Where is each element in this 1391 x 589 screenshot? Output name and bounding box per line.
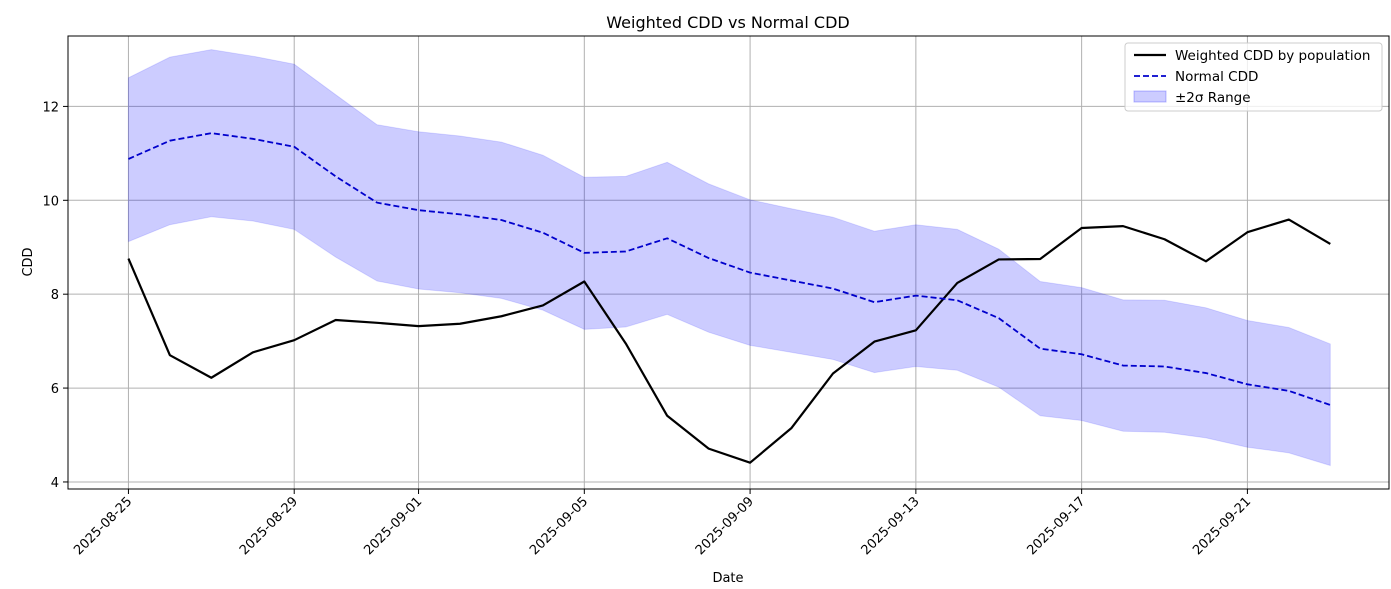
legend-label-normal: Normal CDD	[1175, 69, 1258, 85]
x-tick-label: 2025-09-09	[693, 494, 757, 558]
x-tick-label: 2025-08-25	[71, 494, 135, 558]
x-tick-label: 2025-09-05	[527, 494, 591, 558]
series-line-normal	[128, 132, 1331, 406]
x-axis-label: Date	[712, 571, 743, 586]
band-layer	[127, 49, 1331, 467]
x-tick-label: 2025-09-21	[1190, 494, 1254, 558]
y-axis-label: CDD	[21, 247, 36, 276]
band-2sigma	[127, 49, 1331, 467]
legend-swatch-band	[1133, 90, 1167, 103]
y-tick-label: 10	[42, 194, 59, 209]
y-tick-label: 8	[51, 288, 59, 303]
x-axis: 2025-08-25 2025-08-29 2025-09-01 2025-09-05…	[71, 489, 1254, 558]
x-tick-label: 2025-09-01	[361, 494, 425, 558]
x-tick-label: 2025-09-13	[859, 494, 923, 558]
y-tick-label: 12	[42, 100, 59, 115]
legend-label-weighted: Weighted CDD by population	[1175, 48, 1370, 64]
chart-title: Weighted CDD vs Normal CDD	[606, 13, 849, 32]
y-tick-label: 6	[51, 382, 59, 397]
x-tick-label: 2025-08-29	[237, 494, 301, 558]
legend-label-band: ±2σ Range	[1175, 90, 1251, 106]
plot-frame	[67, 35, 1390, 490]
x-tick-label: 2025-09-17	[1024, 494, 1088, 558]
y-axis: 4 6 8 10 12	[42, 100, 68, 491]
legend-box	[1124, 42, 1383, 112]
series-layer	[127, 132, 1331, 464]
y-tick-label: 4	[51, 476, 59, 491]
series-line-weighted	[127, 218, 1331, 464]
legend: Weighted CDD by population Normal CDD ±2…	[1124, 42, 1383, 112]
